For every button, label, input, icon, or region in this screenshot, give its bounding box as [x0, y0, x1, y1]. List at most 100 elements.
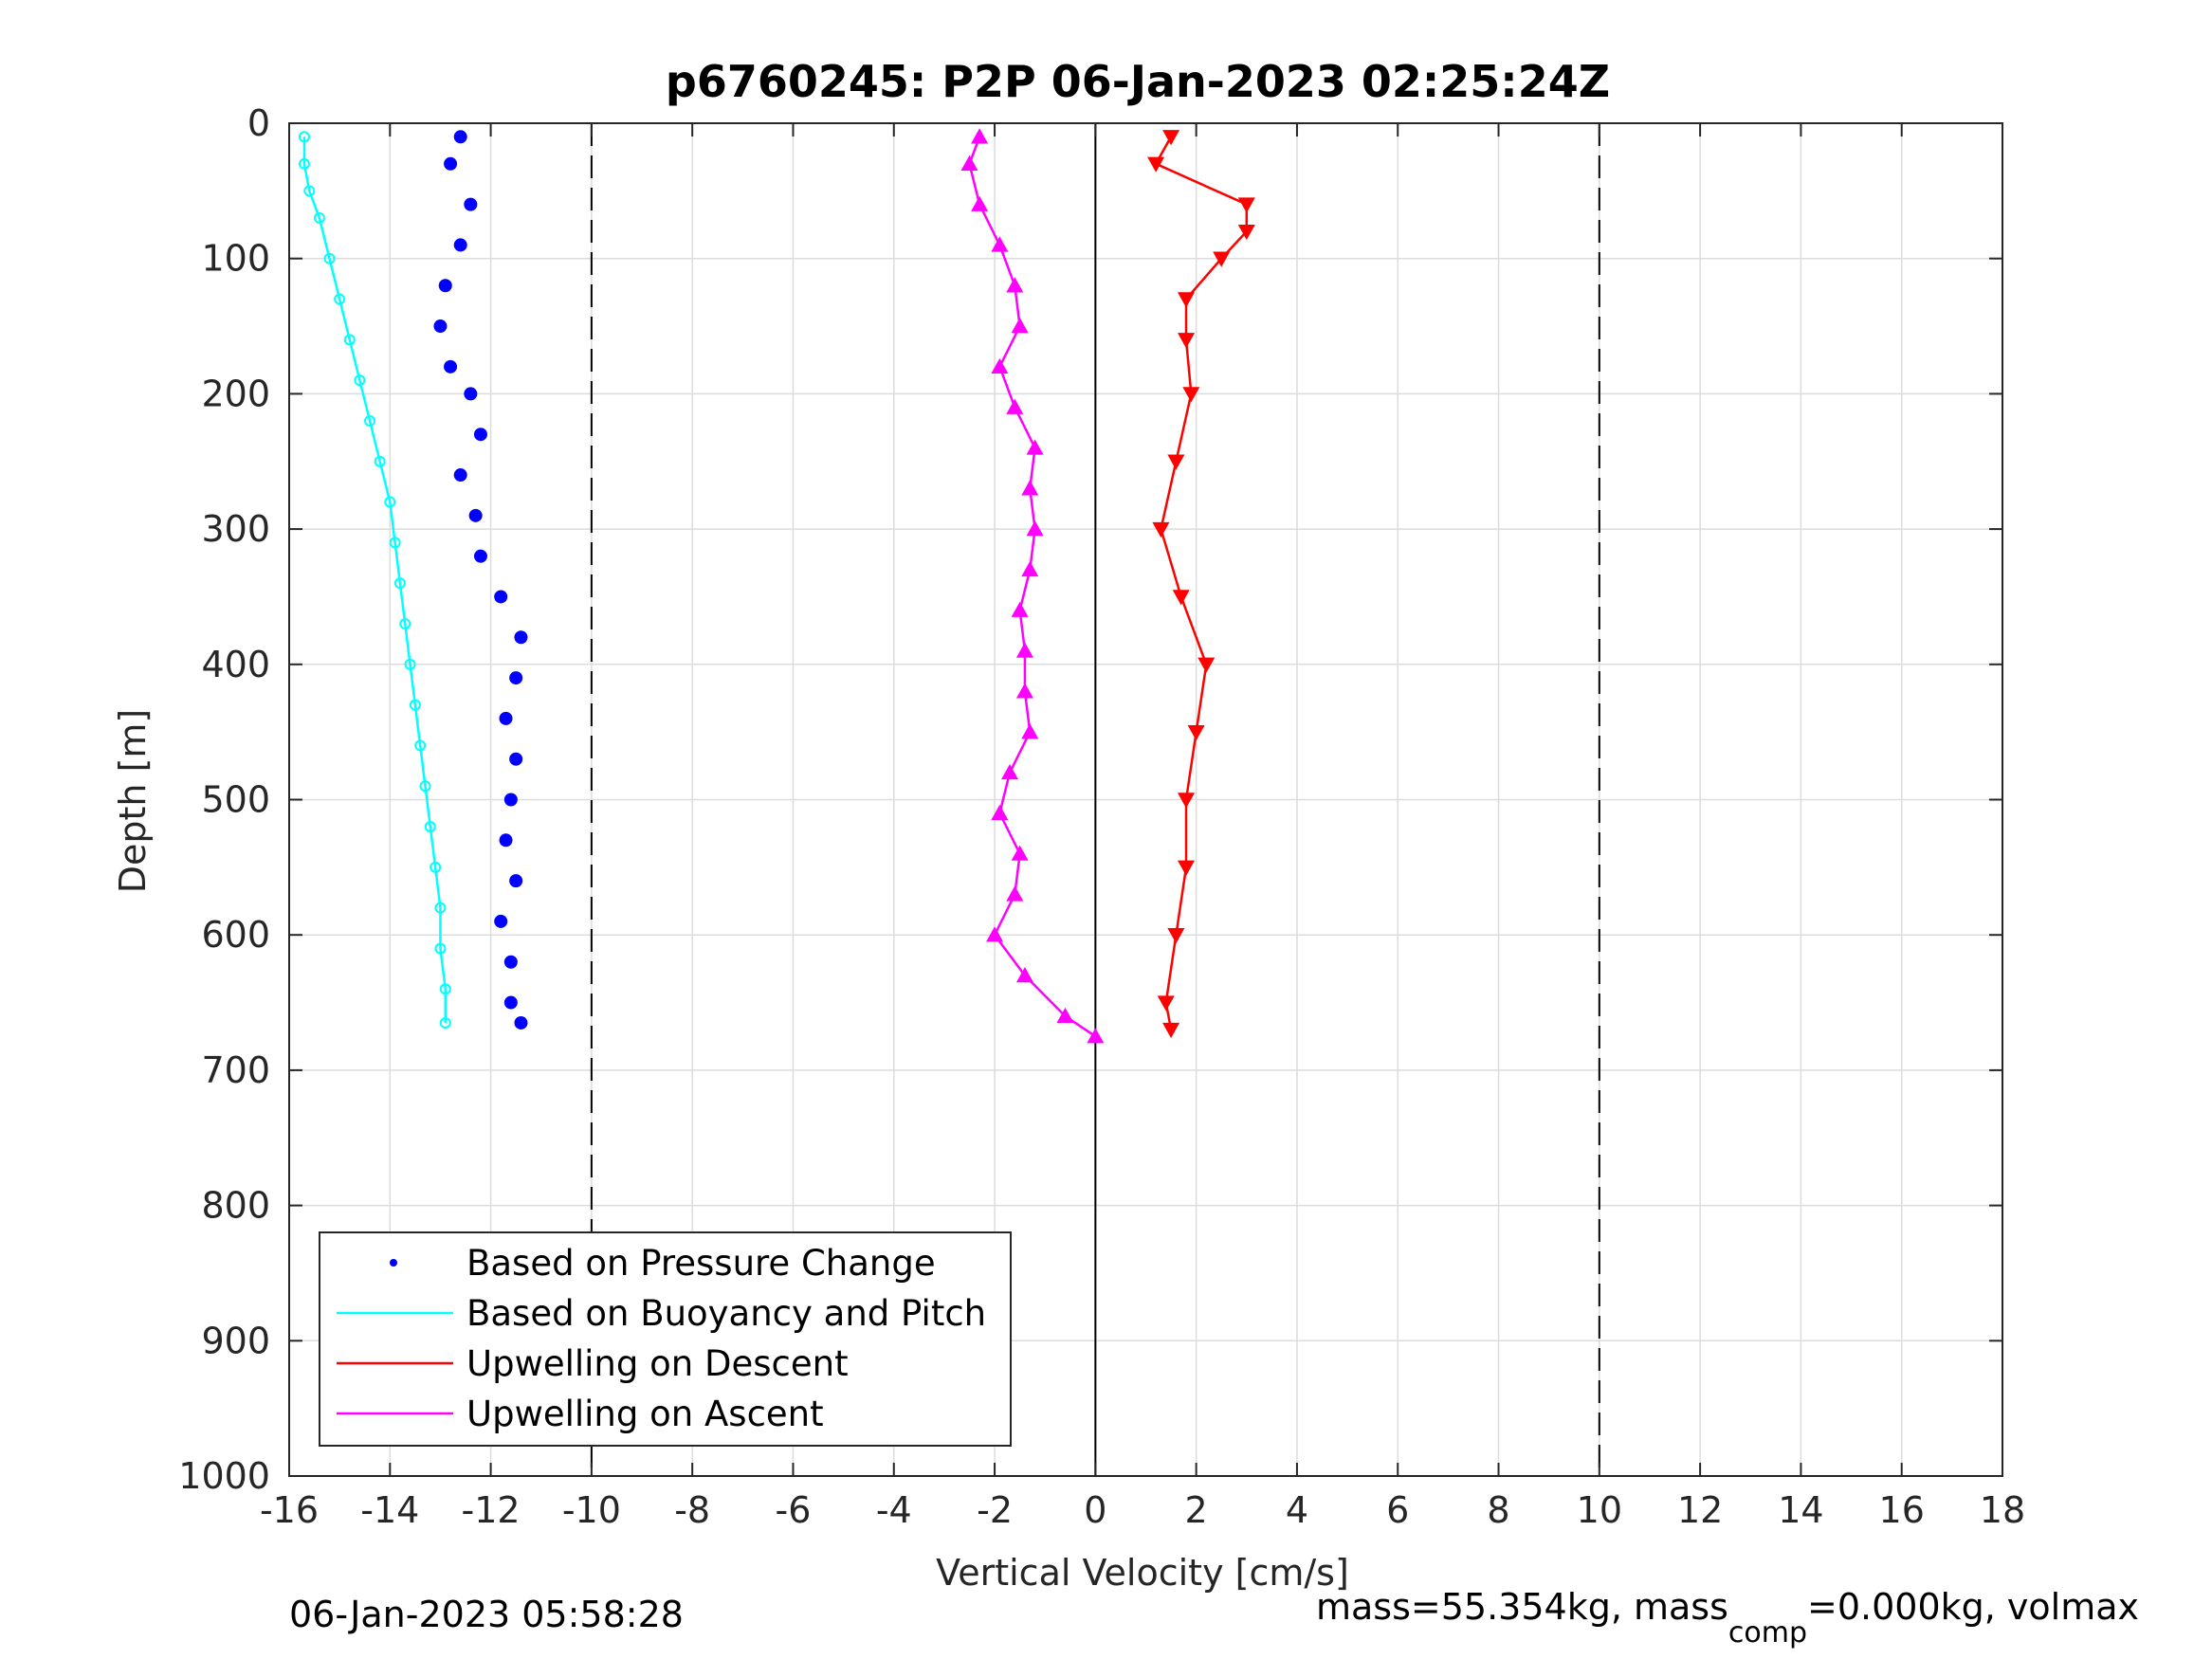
data-point-3-10	[1026, 520, 1044, 537]
series-0	[433, 130, 528, 1030]
x-axis-ticks: -16 -14 -12 -10 -8 -6 -4 -2 0 2 4 6 8 10 12 14 16 18	[260, 123, 2025, 1531]
x-tick-label-5: -6	[776, 1489, 812, 1531]
x-tick-label-2: -12	[462, 1489, 521, 1531]
x-axis-label: Vertical Velocity [cm/s]	[936, 1552, 1349, 1594]
y-tick-label-3: 300	[201, 508, 270, 550]
x-tick-label-6: -4	[876, 1489, 912, 1531]
data-point-2-0	[1162, 130, 1180, 146]
data-point-1-21	[434, 942, 447, 955]
data-point-0-0	[453, 130, 467, 144]
data-point-0-17	[503, 793, 518, 807]
data-point-1-22	[439, 983, 451, 995]
reference-lines	[590, 123, 1600, 1476]
x-tick-label-14: 12	[1677, 1489, 1723, 1531]
data-point-3-11	[1021, 560, 1039, 577]
data-point-0-20	[494, 914, 508, 928]
data-point-2-14	[1178, 860, 1196, 876]
data-point-0-10	[468, 508, 483, 522]
legend-label-3: Upwelling on Ascent	[466, 1394, 824, 1434]
y-tick-label-2: 200	[201, 373, 270, 414]
series-2	[1147, 130, 1255, 1039]
series-layer	[298, 128, 1255, 1044]
x-tick-label-4: -8	[674, 1489, 710, 1531]
data-point-2-11	[1197, 657, 1216, 673]
legend-items: Based on Pressure Change Based on Buoyanc…	[337, 1243, 986, 1434]
data-point-3-16	[1001, 763, 1019, 780]
data-point-3-15	[1021, 723, 1039, 739]
data-point-3-6	[991, 357, 1009, 374]
data-point-0-9	[453, 468, 467, 483]
footer-timestamp: 06-Jan-2023 05:58:28	[289, 1594, 684, 1635]
footer-mass-subscript: comp	[1728, 1616, 1807, 1650]
data-point-3-7	[1006, 398, 1024, 414]
y-tick-label-8: 800	[201, 1185, 270, 1227]
data-point-3-0	[971, 128, 989, 144]
data-point-1-14	[404, 658, 416, 670]
data-point-3-9	[1021, 480, 1039, 496]
data-point-1-15	[409, 699, 421, 711]
chart-title: p6760245: P2P 06-Jan-2023 02:25:24Z	[666, 56, 1610, 107]
data-point-0-6	[444, 359, 458, 374]
data-point-0-23	[514, 1015, 528, 1030]
data-point-0-18	[499, 833, 513, 848]
data-point-2-15	[1167, 928, 1185, 944]
data-point-2-6	[1178, 333, 1196, 349]
data-point-3-5	[1011, 318, 1029, 334]
data-point-2-9	[1152, 521, 1170, 538]
data-point-0-8	[473, 428, 487, 442]
data-point-3-18	[1011, 845, 1029, 861]
y-tick-label-10: 1000	[178, 1455, 270, 1497]
data-point-1-0	[298, 131, 310, 143]
x-tick-label-1: -14	[360, 1489, 419, 1531]
data-point-3-3	[991, 236, 1009, 252]
x-tick-label-12: 8	[1487, 1489, 1509, 1531]
data-point-3-13	[1015, 642, 1033, 658]
x-tick-label-8: 0	[1084, 1489, 1106, 1531]
data-point-1-6	[343, 334, 356, 346]
legend-swatch-0	[390, 1259, 397, 1267]
x-tick-label-17: 18	[1980, 1489, 2025, 1531]
data-point-3-22	[1056, 1007, 1074, 1024]
data-point-3-14	[1015, 683, 1033, 699]
y-tick-label-6: 600	[201, 914, 270, 956]
data-point-2-10	[1172, 590, 1190, 606]
data-point-0-15	[499, 711, 513, 725]
data-point-1-7	[354, 374, 366, 387]
data-point-2-2	[1237, 197, 1255, 213]
data-point-3-2	[971, 195, 989, 211]
data-point-1-1	[298, 157, 310, 170]
data-point-1-11	[389, 537, 401, 549]
data-point-2-16	[1157, 995, 1175, 1012]
x-tick-label-7: -2	[977, 1489, 1013, 1531]
data-point-1-10	[384, 496, 396, 508]
x-tick-label-10: 4	[1286, 1489, 1308, 1531]
data-point-2-17	[1162, 1022, 1180, 1039]
series-1	[298, 131, 451, 1029]
data-point-0-1	[444, 156, 458, 171]
data-point-0-3	[453, 238, 467, 252]
legend-label-2: Upwelling on Descent	[466, 1343, 849, 1384]
data-point-1-23	[439, 1016, 451, 1029]
data-point-2-7	[1182, 387, 1200, 403]
data-point-2-5	[1178, 292, 1196, 308]
data-point-0-13	[514, 630, 528, 645]
data-point-1-4	[323, 252, 336, 264]
data-point-3-8	[1026, 439, 1044, 455]
series-line-1	[302, 137, 448, 1023]
data-point-1-18	[424, 821, 436, 833]
x-tick-label-0: -16	[260, 1489, 319, 1531]
data-point-1-17	[419, 780, 431, 793]
data-point-2-3	[1237, 224, 1255, 241]
legend-box	[319, 1231, 1012, 1447]
x-tick-label-3: -10	[562, 1489, 621, 1531]
data-point-3-1	[960, 155, 978, 172]
data-point-0-12	[494, 590, 508, 604]
y-tick-label-1: 100	[201, 238, 270, 280]
data-point-1-12	[393, 577, 406, 590]
data-point-0-11	[473, 549, 487, 563]
y-tick-label-4: 400	[201, 644, 270, 685]
data-point-0-14	[509, 671, 523, 685]
data-point-1-3	[313, 211, 325, 224]
data-point-0-2	[464, 197, 478, 211]
